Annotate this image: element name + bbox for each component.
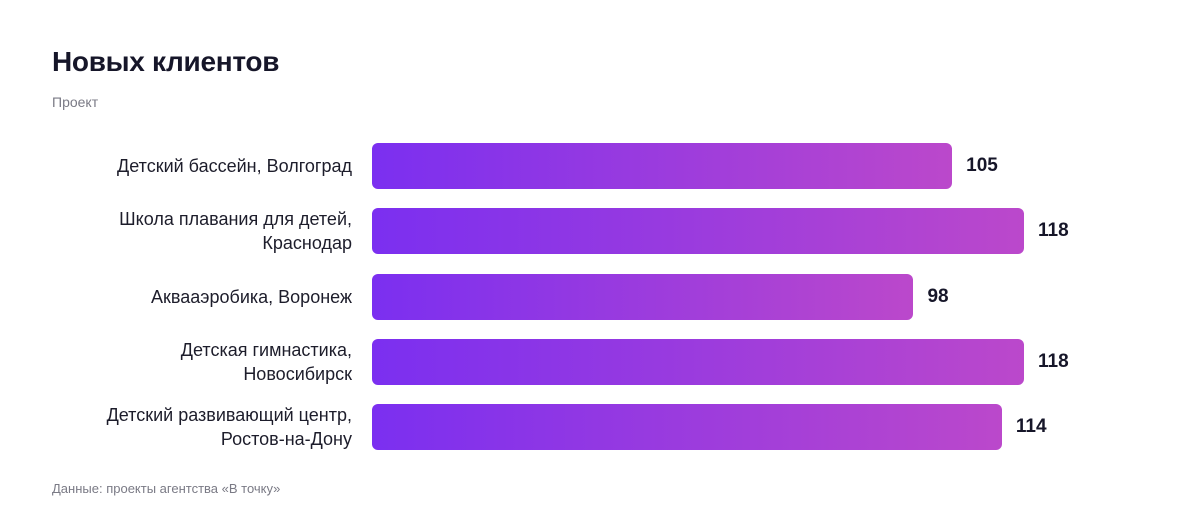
bar: [372, 273, 914, 320]
category-label: Аквааэробика, Воронеж: [151, 286, 352, 307]
value-label: 98: [927, 285, 949, 307]
chart-title: Новых клиентов: [52, 46, 280, 77]
value-label: 118: [1038, 220, 1069, 242]
value-label: 114: [1015, 416, 1047, 437]
subtitle: Проект: [52, 94, 99, 110]
value-label: 105: [966, 155, 998, 176]
value-label: 118: [1038, 350, 1069, 372]
bar: [372, 208, 1024, 255]
bar: [372, 338, 1024, 385]
category-label: Школа плавания для детей, Краснодар: [119, 209, 352, 254]
category-label: Детский развивающий центр, Ростов-на-Дон…: [106, 405, 352, 449]
category-label: Детский бассейн, Волгоград: [117, 156, 352, 176]
bar: [372, 404, 1002, 450]
source-note: Данные: проекты агентства «В точку»: [52, 481, 281, 496]
bar: [372, 143, 953, 189]
category-label: Детская гимнастика, Новосибирск: [180, 339, 352, 384]
